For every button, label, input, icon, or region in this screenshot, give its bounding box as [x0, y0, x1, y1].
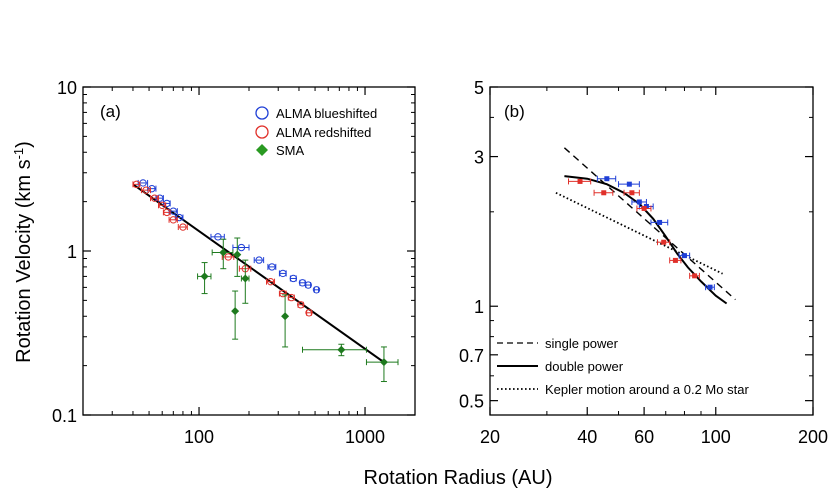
redshifted-point [169, 216, 178, 224]
redshifted-point [163, 208, 171, 217]
sma-point [281, 312, 290, 321]
blueshifted-point [312, 286, 321, 294]
redshifted-point [629, 190, 635, 196]
x-tick-label: 100 [184, 427, 214, 447]
fit-line-single-power [563, 147, 736, 301]
y-tick-label: 0.7 [459, 346, 484, 366]
redshifted-point [158, 201, 166, 209]
legend-double-label: double power [545, 359, 624, 374]
sma-point [233, 250, 242, 259]
x-tick-label: 40 [577, 427, 597, 447]
redshifted-point [601, 190, 607, 196]
redshifted-point [641, 205, 647, 211]
redshifted-point [150, 194, 159, 202]
legend-kepler-label: Kepler motion around a 0.2 Mo star [545, 382, 749, 397]
redshifted-point [661, 239, 667, 245]
blueshifted-point [304, 281, 312, 289]
fit-line-double-power [564, 175, 728, 305]
blueshifted-point [279, 269, 287, 278]
panel-b-label: (b) [504, 102, 525, 121]
legend-blue-marker [255, 106, 269, 120]
blueshifted-point [626, 181, 632, 187]
y-tick-label: 1 [67, 242, 77, 262]
redshifted-point [179, 223, 187, 231]
blueshifted-point [289, 274, 298, 283]
panel-a-label: (a) [100, 102, 121, 121]
panel-a-plot: 100 1000 0.1 1 10 [52, 78, 416, 447]
x-tick-label: 60 [634, 427, 654, 447]
blueshifted-point [681, 253, 687, 259]
sma-point [337, 345, 346, 354]
blueshifted-point [255, 256, 263, 264]
legend-blue-label: ALMA blueshifted [276, 106, 377, 121]
blueshifted-point [636, 199, 642, 205]
sma-point [219, 248, 228, 257]
legend-a: ALMA blueshifted ALMA redshifted SMA [255, 106, 377, 158]
redshifted-point [305, 309, 313, 317]
legend-green-label: SMA [276, 143, 305, 158]
y-tick-label: 0.1 [52, 406, 77, 426]
blueshifted-point [657, 219, 663, 225]
y-tick-label: 5 [474, 78, 484, 98]
x-tick-label: 1000 [345, 427, 385, 447]
redshifted-point [287, 293, 296, 302]
sma-point [241, 274, 250, 283]
redshifted-point [132, 180, 141, 189]
blueshifted-point [214, 233, 222, 241]
redshifted-point [142, 186, 150, 194]
sma-point [200, 272, 209, 281]
blueshifted-point [707, 284, 713, 290]
legend-single-label: single power [545, 336, 619, 351]
redshifted-point [297, 301, 305, 309]
redshifted-point [266, 277, 275, 286]
redshifted-point [577, 178, 583, 184]
blueshifted-point [237, 243, 246, 252]
redshifted-point [672, 257, 678, 263]
redshifted-point [692, 273, 698, 279]
legend-red-marker [255, 125, 269, 139]
x-tick-label: 100 [701, 427, 731, 447]
legend-b: single power double power Kepler motion … [497, 336, 749, 397]
y-tick-label: 3 [474, 148, 484, 168]
blueshifted-point [163, 199, 171, 208]
redshifted-point [224, 253, 232, 261]
panel-b-frame [489, 86, 814, 416]
x-tick-label: 200 [798, 427, 828, 447]
y-axis-title: Rotation Velocity (km s-1) [11, 141, 36, 363]
y-tick-label: 10 [57, 78, 77, 98]
blueshifted-point [268, 263, 276, 271]
fit-line-kepler-motion-around-a-0-2-mo-star [555, 191, 723, 275]
panel-b-plot: 20 40 60 100 200 0.5 0.7 1 3 5 [459, 78, 828, 447]
y-tick-label: 0.5 [459, 392, 484, 412]
redshifted-point [279, 289, 287, 298]
legend-red-label: ALMA redshifted [276, 125, 371, 140]
sma-point [231, 307, 240, 316]
y-tick-label: 1 [474, 297, 484, 317]
legend-green-marker [256, 144, 268, 156]
x-tick-label: 20 [480, 427, 500, 447]
x-axis-title: Rotation Radius (AU) [364, 467, 553, 489]
blueshifted-point [604, 176, 610, 182]
sma-point [379, 358, 388, 367]
